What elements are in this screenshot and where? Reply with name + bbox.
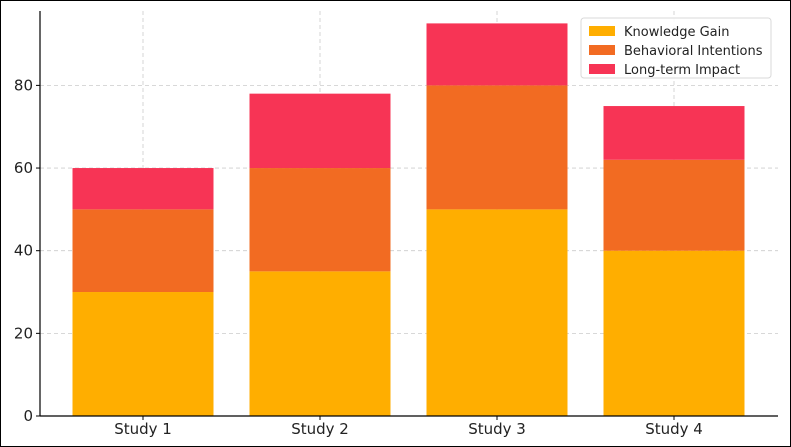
legend-swatch: [589, 26, 615, 36]
y-tick-labels: 0 20 40 60 80: [14, 76, 33, 425]
bar-segment: [426, 23, 568, 86]
bar-segment: [249, 93, 391, 169]
bar-segment: [603, 159, 745, 251]
x-tick-labels: Study 1 Study 2 Study 3 Study 4: [114, 420, 703, 438]
legend-swatch: [589, 64, 615, 74]
x-tick-label: Study 1: [114, 420, 172, 438]
y-tick-label: 0: [23, 407, 33, 425]
x-tick-label: Study 2: [291, 420, 349, 438]
legend-label: Knowledge Gain: [624, 25, 730, 40]
bar-segment: [426, 85, 568, 210]
legend-box: [580, 17, 772, 79]
x-tick-label: Study 3: [468, 420, 526, 438]
bar-segment: [603, 250, 745, 416]
y-tick-label: 60: [14, 159, 33, 177]
axes: [36, 11, 778, 420]
y-tick-label: 20: [14, 324, 33, 342]
bar-segment: [72, 209, 214, 293]
x-tick-label: Study 4: [645, 420, 703, 438]
bar-segment: [249, 271, 391, 416]
bar-segment: [249, 168, 391, 272]
bar-segment: [72, 168, 214, 210]
bar-segment: [426, 209, 568, 416]
y-tick-label: 40: [14, 242, 33, 260]
y-tick-label: 80: [14, 76, 33, 94]
bar-segment: [603, 106, 745, 160]
legend-label: Long-term Impact: [624, 63, 740, 78]
bars: [72, 23, 745, 416]
legend-swatch: [589, 45, 615, 55]
bar-segment: [72, 292, 214, 416]
legend-label: Behavioral Intentions: [624, 44, 763, 59]
legend: Knowledge Gain Behavioral Intentions Long-…: [580, 17, 772, 79]
